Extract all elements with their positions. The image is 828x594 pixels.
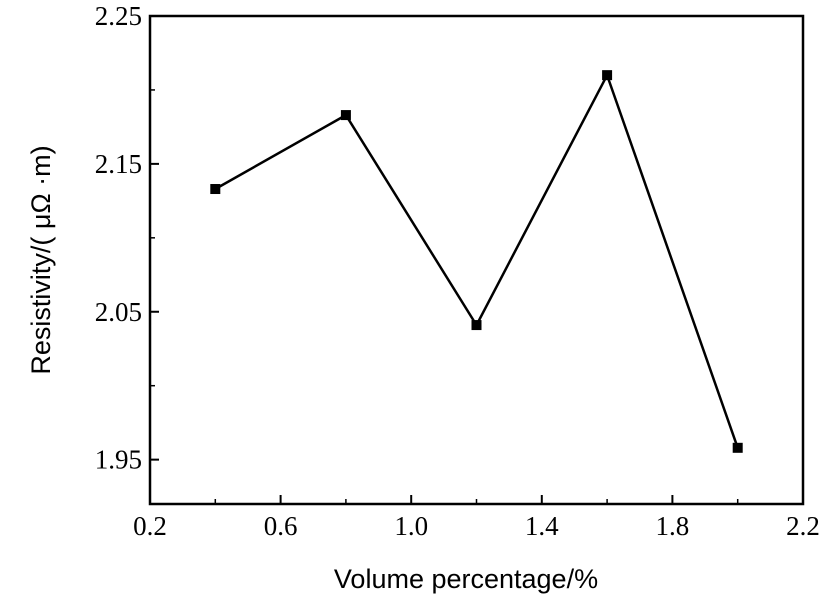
x-axis-ticks: 0.2 0.6 1.0 1.4 1.8 2.2 — [133, 495, 820, 541]
y-axis-title: Resistivity/( μΩ ·m) — [26, 145, 56, 374]
data-point-marker — [471, 320, 482, 331]
x-tick-label: 2.2 — [786, 511, 820, 541]
data-point-marker — [340, 110, 351, 121]
y-tick-label: 1.95 — [95, 445, 142, 475]
x-tick-label: 1.0 — [394, 511, 428, 541]
data-point-marker — [602, 70, 613, 81]
x-tick-label: 1.8 — [656, 511, 690, 541]
y-axis-ticks: 1.95 2.05 2.15 2.25 — [95, 1, 159, 475]
y-tick-label: 2.25 — [95, 1, 142, 31]
x-tick-label: 0.2 — [133, 511, 167, 541]
x-tick-label: 0.6 — [264, 511, 298, 541]
x-axis-title: Volume percentage/% — [334, 564, 598, 594]
y-tick-label: 2.15 — [95, 149, 142, 179]
data-point-marker — [210, 184, 221, 195]
series-group — [210, 70, 743, 453]
x-tick-label: 1.4 — [525, 511, 559, 541]
y-tick-label: 2.05 — [95, 297, 142, 327]
data-point-marker — [732, 442, 743, 453]
plot-frame — [148, 14, 805, 506]
series-line — [214, 72, 739, 449]
